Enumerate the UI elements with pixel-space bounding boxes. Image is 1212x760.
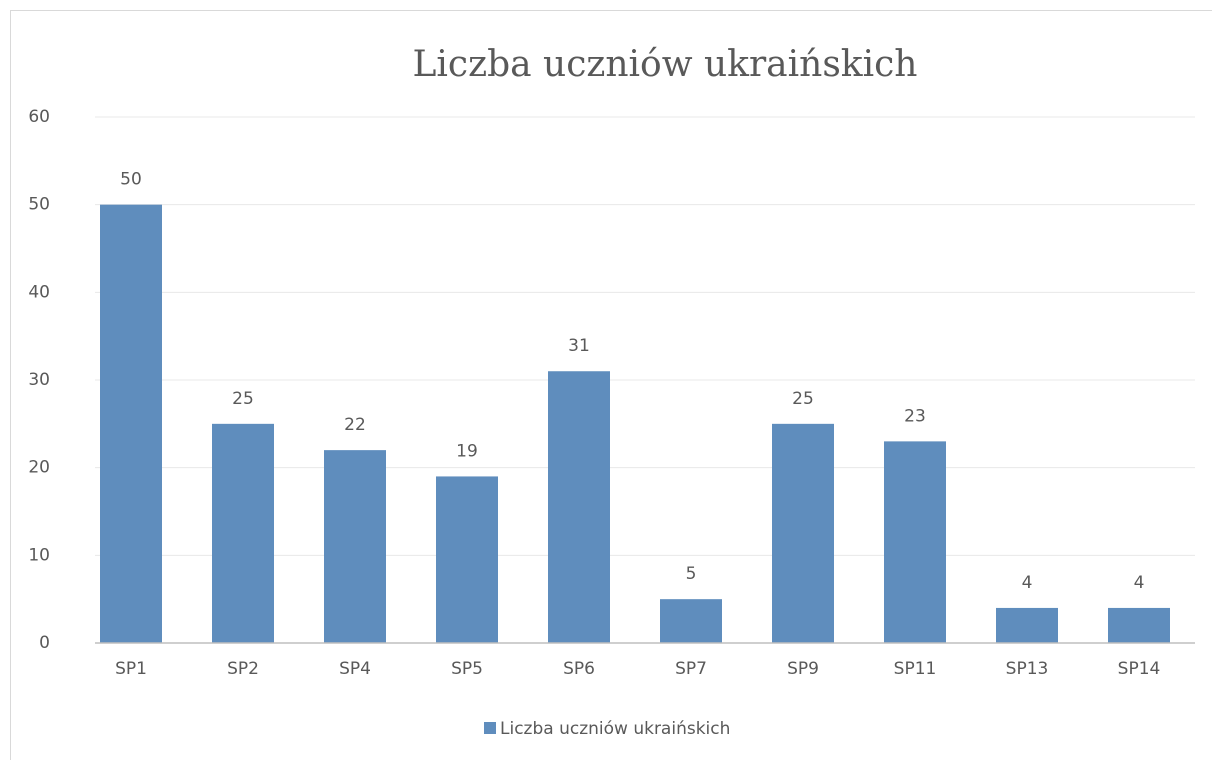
bar bbox=[100, 204, 162, 643]
x-tick-label: SP7 bbox=[675, 659, 707, 679]
x-tick-label: SP9 bbox=[787, 659, 819, 679]
x-tick-label: SP5 bbox=[451, 659, 483, 679]
y-tick-label: 40 bbox=[28, 282, 50, 302]
x-tick-label: SP1 bbox=[115, 659, 147, 679]
legend-swatch bbox=[484, 722, 496, 734]
chart-frame bbox=[10, 10, 1212, 760]
y-tick-label: 50 bbox=[28, 195, 50, 215]
data-label: 25 bbox=[792, 389, 814, 409]
data-label: 50 bbox=[120, 170, 142, 190]
data-label: 22 bbox=[344, 415, 366, 435]
y-tick-label: 10 bbox=[28, 545, 50, 565]
bar bbox=[884, 441, 946, 643]
bar bbox=[324, 450, 386, 643]
x-tick-label: SP6 bbox=[563, 659, 595, 679]
y-tick-label: 0 bbox=[39, 633, 50, 653]
bar bbox=[772, 423, 834, 643]
data-label: 4 bbox=[1022, 573, 1033, 593]
data-label: 4 bbox=[1134, 573, 1145, 593]
x-tick-label: SP4 bbox=[339, 659, 371, 679]
data-label: 25 bbox=[232, 389, 254, 409]
y-tick-label: 60 bbox=[28, 107, 50, 127]
data-label: 31 bbox=[568, 336, 590, 356]
bar bbox=[996, 607, 1058, 643]
bar bbox=[212, 423, 274, 643]
y-tick-label: 30 bbox=[28, 370, 50, 390]
y-tick-label: 20 bbox=[28, 458, 50, 478]
legend-label: Liczba uczniów ukraińskich bbox=[500, 719, 730, 739]
chart-title: Liczba uczniów ukraińskich bbox=[413, 44, 918, 85]
bar bbox=[1108, 607, 1170, 643]
x-tick-label: SP11 bbox=[894, 659, 937, 679]
data-label: 19 bbox=[456, 441, 478, 461]
data-label: 23 bbox=[904, 406, 926, 426]
bar bbox=[436, 476, 498, 643]
x-tick-label: SP2 bbox=[227, 659, 259, 679]
data-label: 5 bbox=[686, 564, 697, 584]
bar bbox=[548, 371, 610, 643]
x-tick-label: SP14 bbox=[1118, 659, 1161, 679]
bar bbox=[660, 599, 722, 643]
x-tick-label: SP13 bbox=[1006, 659, 1049, 679]
